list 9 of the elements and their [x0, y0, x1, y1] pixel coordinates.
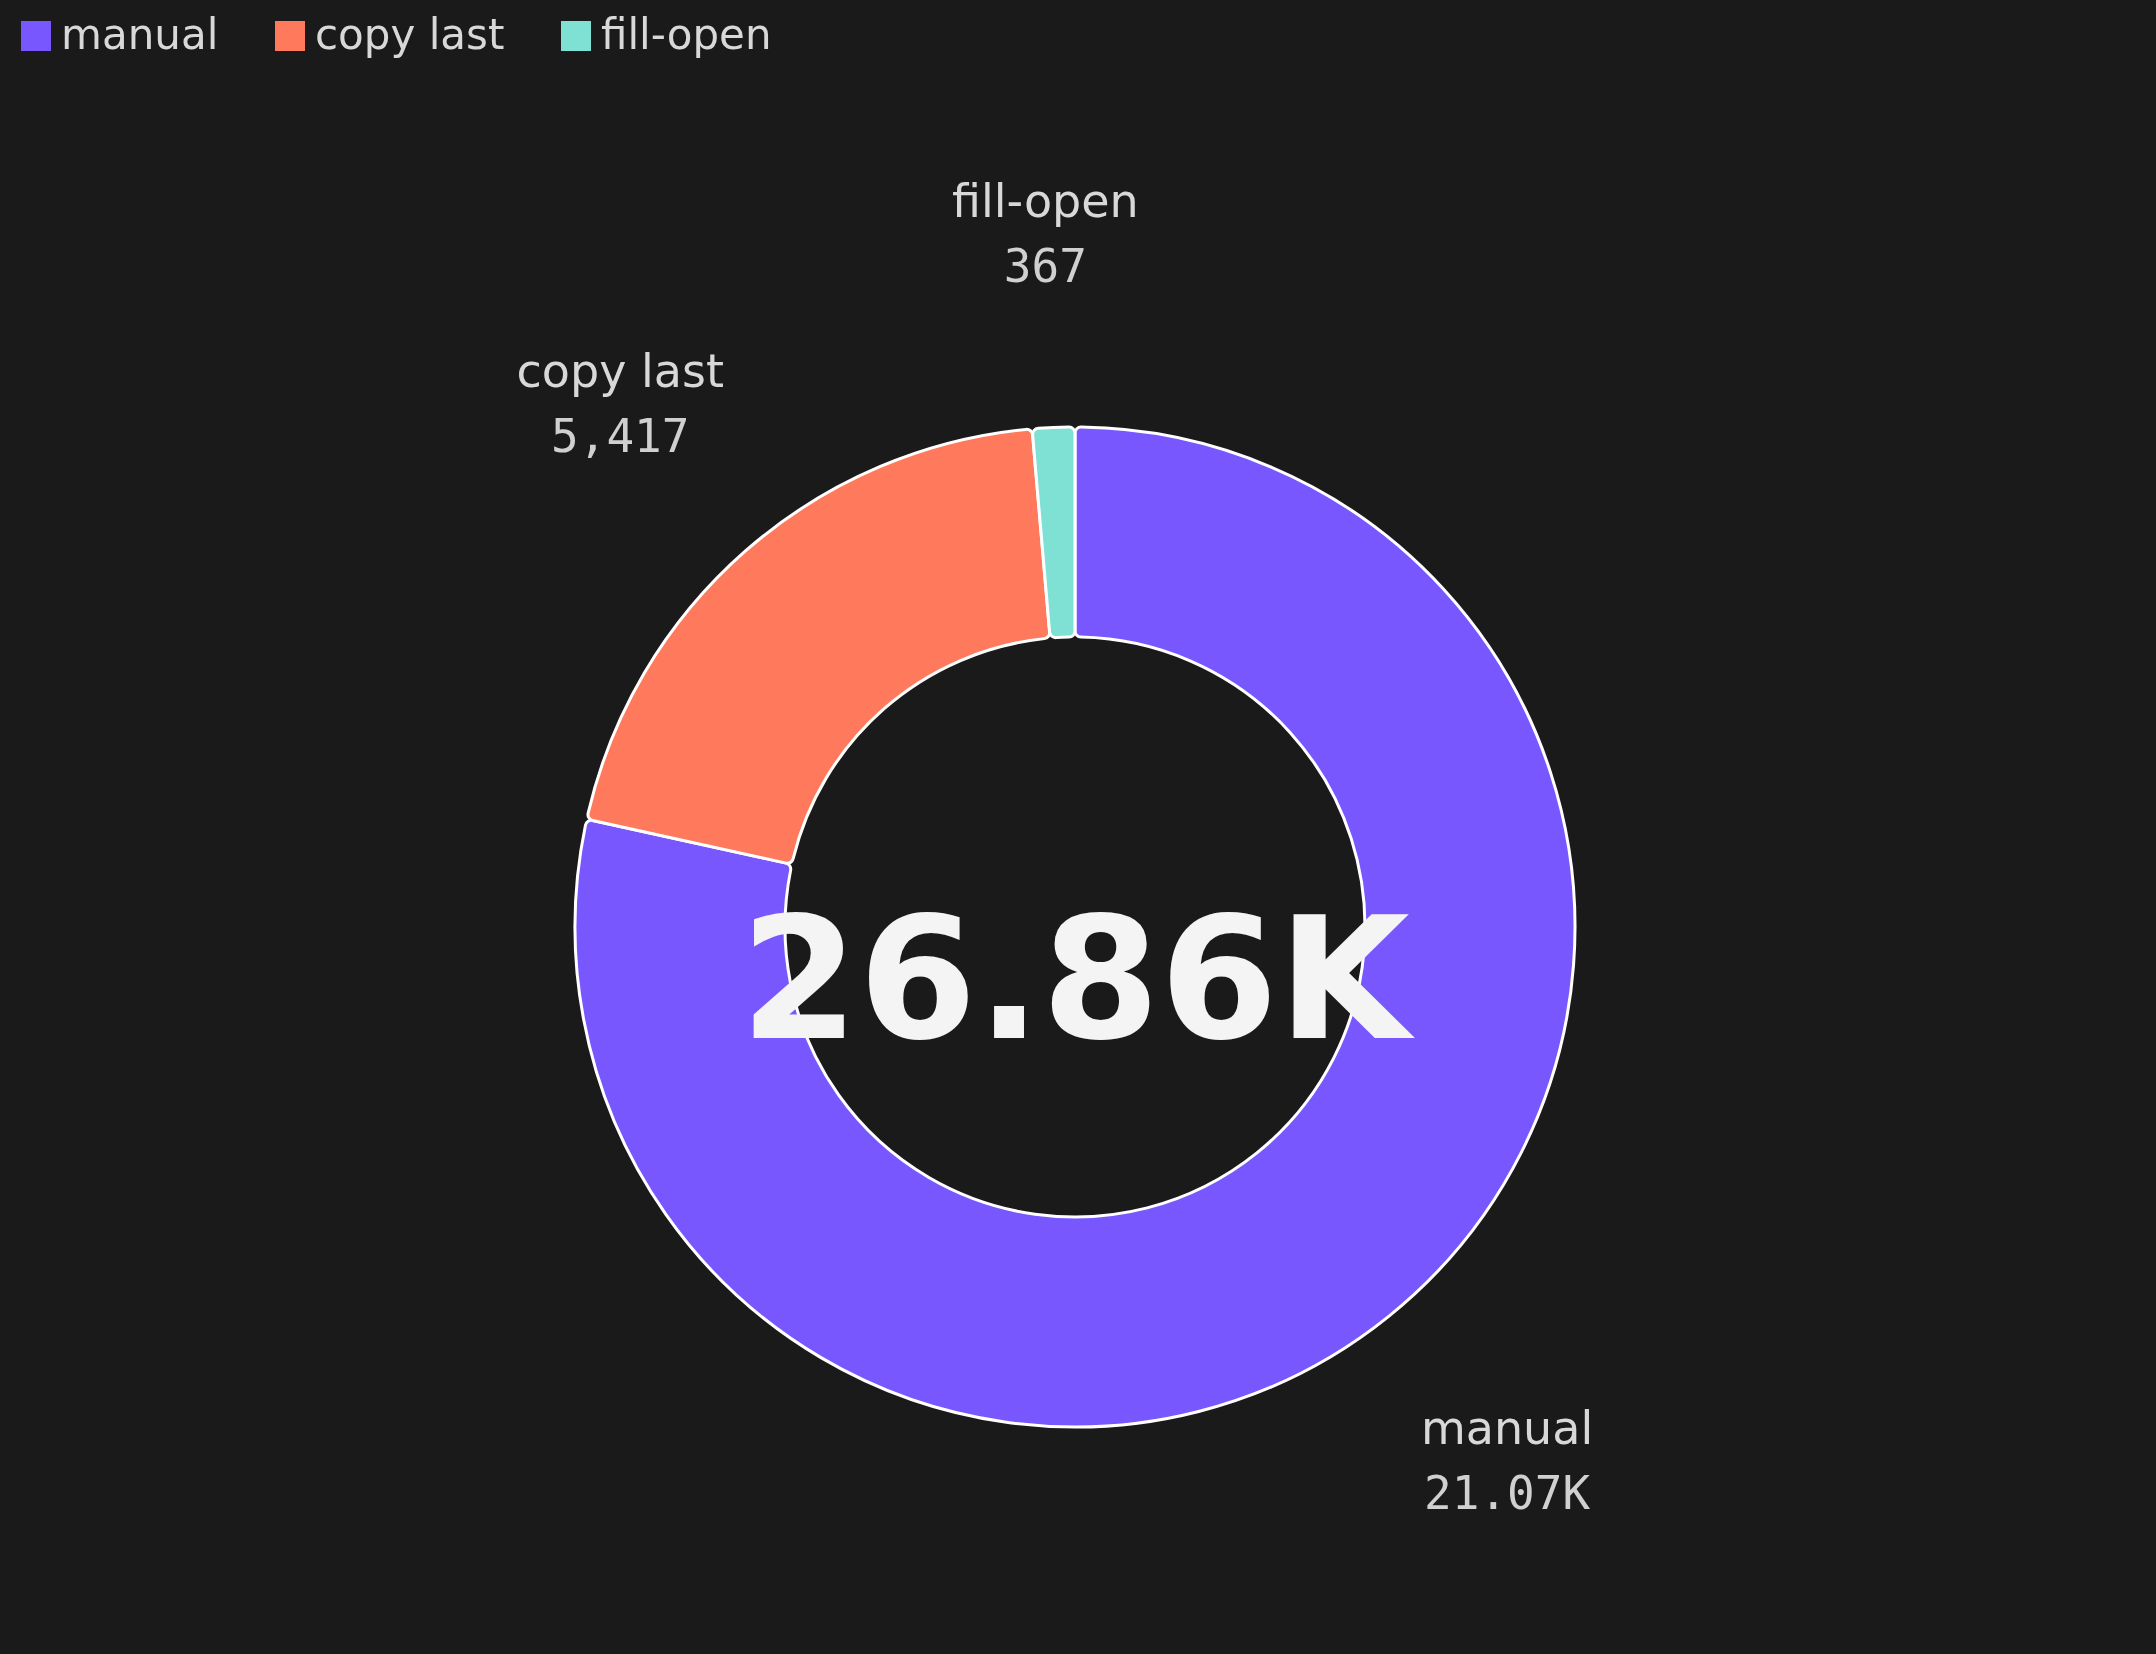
legend-label: manual — [61, 10, 219, 59]
data-label: 5,417 — [550, 409, 690, 464]
legend-label: fill-open — [601, 10, 772, 59]
data-label: 367 — [1003, 238, 1087, 293]
data-label: 21.07K — [1423, 1465, 1591, 1520]
slice-label: copy last — [516, 344, 724, 399]
legend-label: copy last — [315, 10, 505, 59]
slice-label: fill-open — [951, 173, 1139, 228]
slice-label: manual — [1420, 1400, 1594, 1455]
